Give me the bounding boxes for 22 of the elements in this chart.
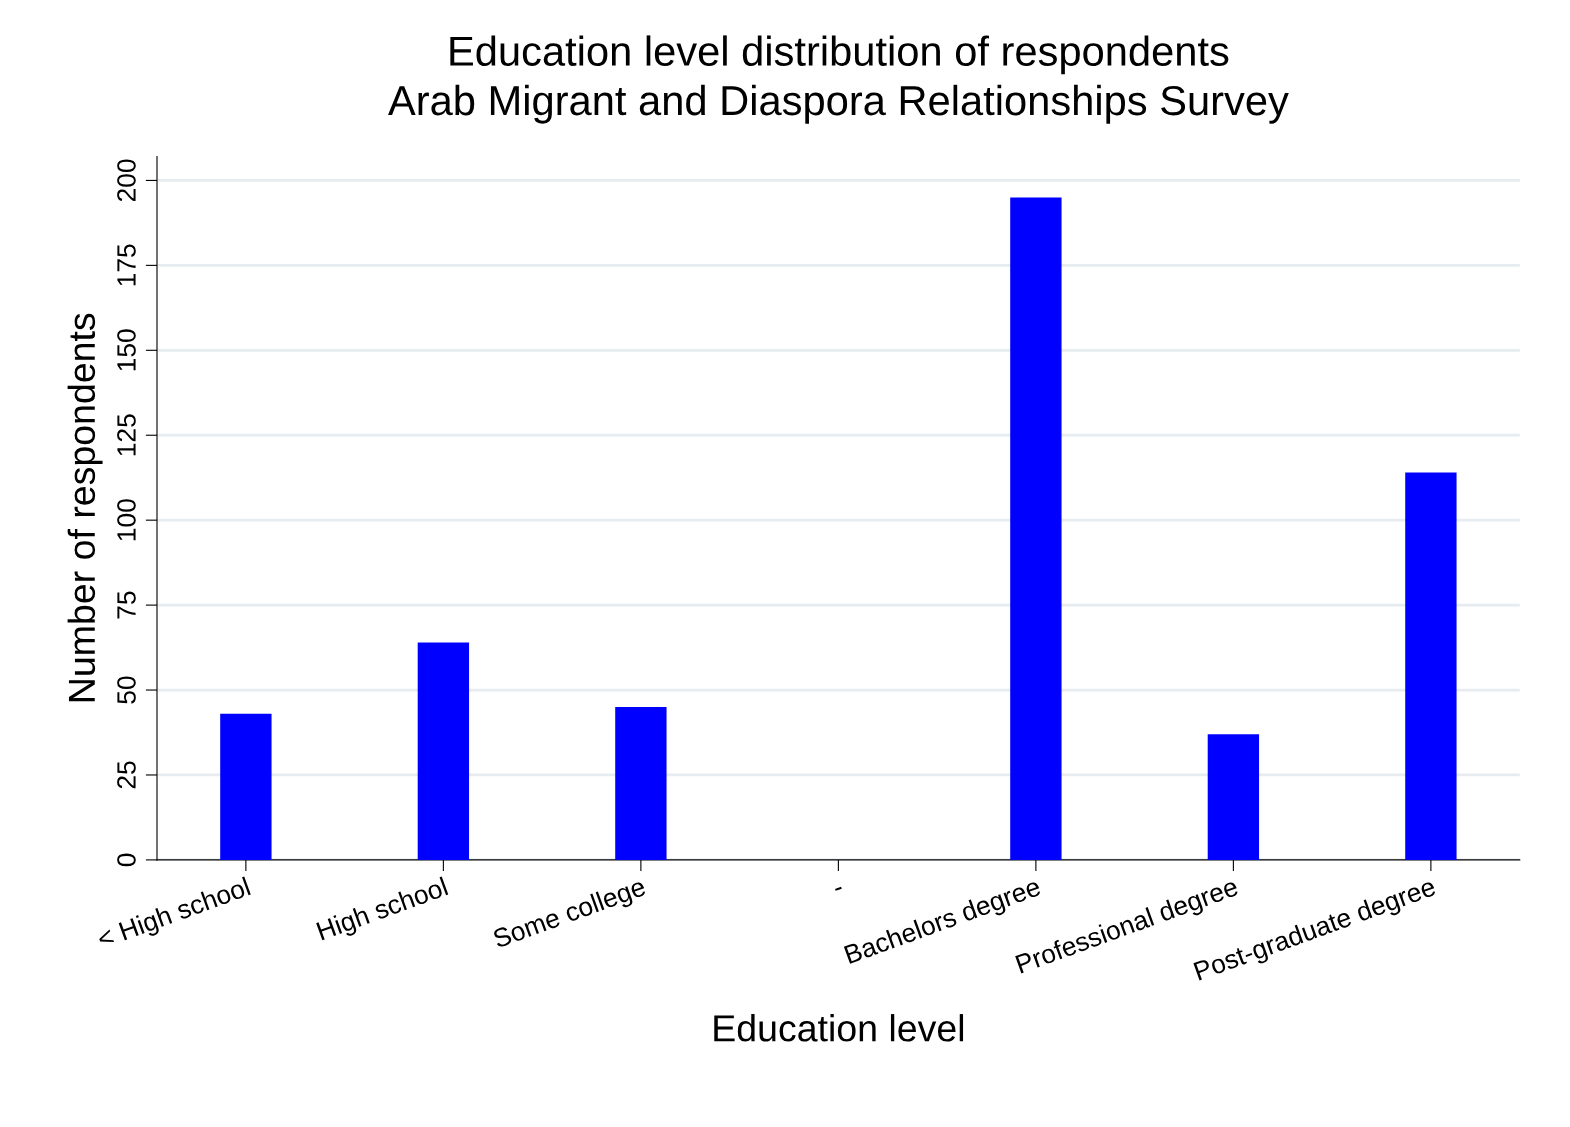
y-tick-label: 125 (117, 414, 136, 456)
bar (615, 707, 667, 860)
y-tick-label: 175 (117, 244, 136, 286)
y-tick-label: 200 (117, 159, 136, 202)
bar (220, 713, 272, 860)
y-tick-label: 50 (117, 676, 136, 704)
bar (1207, 734, 1260, 860)
x-tick-label: - (835, 886, 842, 891)
y-tick-label: 150 (117, 329, 136, 371)
bar (1405, 472, 1457, 860)
bar (1010, 197, 1062, 860)
chart-title: Education level distribution of respondents Arab Migrant and Diaspora Relationships Survey (388, 35, 1289, 124)
x-tick-label: High school (315, 876, 451, 946)
x-axis-title: Education level (714, 1014, 964, 1042)
y-tick-label: 100 (117, 499, 136, 541)
y-tick-label: 0 (117, 853, 136, 867)
x-tick-label: < High school (96, 876, 253, 954)
y-tick-label: 75 (117, 591, 136, 619)
bar (417, 642, 470, 860)
y-axis-title: Number of respondents (67, 313, 103, 702)
x-tick-label: Some college (491, 876, 649, 954)
y-tick-label: 25 (117, 761, 136, 789)
